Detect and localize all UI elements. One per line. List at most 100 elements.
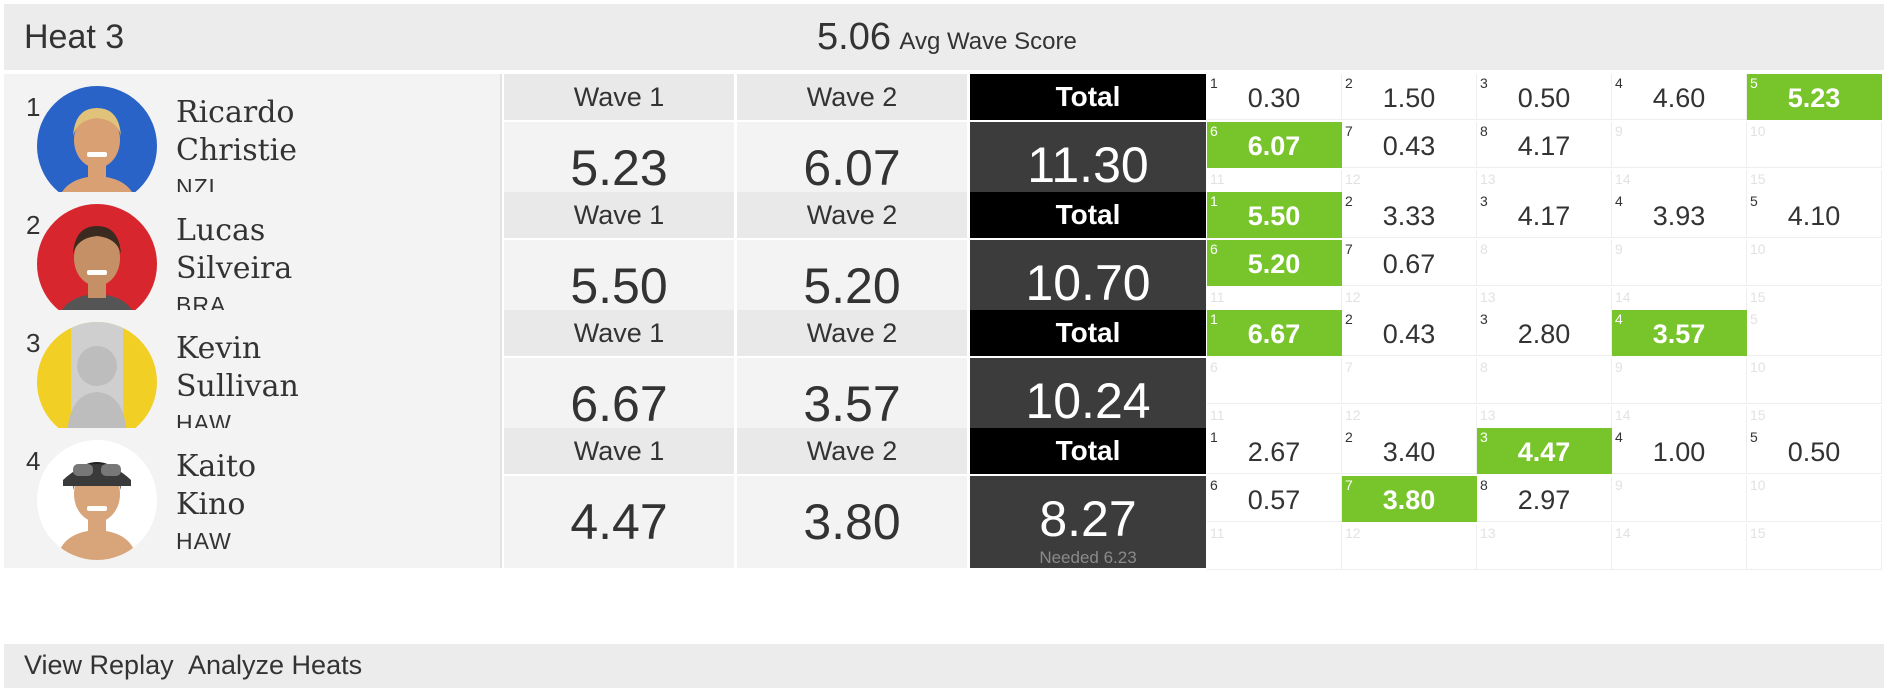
empty-wave-cell: 9 — [1612, 122, 1747, 168]
view-replay-link[interactable]: View Replay — [24, 650, 174, 680]
total-header: Total — [970, 310, 1206, 356]
wave-score: 1.00 — [1652, 437, 1706, 467]
avg-wave-score-label: Avg Wave Score — [899, 28, 1077, 55]
empty-wave-cell: 6 — [1207, 358, 1342, 404]
athlete-country: HAW — [176, 528, 232, 554]
empty-wave-cell: 9 — [1612, 476, 1747, 522]
athlete-first-name: Kaito — [176, 449, 257, 484]
wave-score: 2.80 — [1517, 319, 1571, 349]
wave-score-cell[interactable]: 8 4.17 — [1477, 122, 1612, 168]
athlete-name[interactable]: Kaito Kino — [176, 448, 256, 524]
empty-wave-cell: 9 — [1612, 240, 1747, 286]
wave1-header: Wave 1 — [504, 74, 734, 120]
wave-number: 13 — [1480, 407, 1496, 423]
wave-score: 5.20 — [1247, 249, 1301, 279]
wave-number: 5 — [1750, 193, 1758, 209]
athlete-name[interactable]: Kevin Sullivan — [176, 330, 299, 406]
athlete-row: 2 Lucas Silveira BRA Wave 1 Wave 2 5.50 5.20 Tot… — [4, 192, 1884, 334]
total-score: 10.24 — [1025, 373, 1151, 429]
wave-number: 12 — [1345, 289, 1361, 305]
wave-number: 6 — [1210, 241, 1218, 257]
wave-score: 4.10 — [1787, 201, 1841, 231]
avg-wave-score: 5.06 Avg Wave Score — [817, 16, 1077, 59]
wave-number: 14 — [1615, 407, 1631, 423]
wave-score-cell[interactable]: 3 0.50 — [1477, 74, 1612, 120]
wave-score-cell[interactable]: 3 2.80 — [1477, 310, 1612, 356]
heat-title: Heat 3 — [24, 18, 125, 56]
wave-score-cell[interactable]: 1 0.30 — [1207, 74, 1342, 120]
wave-score: 6.67 — [1247, 319, 1301, 349]
empty-wave-cell: 10 — [1747, 240, 1882, 286]
wave-number: 11 — [1210, 171, 1225, 187]
wave-number: 15 — [1750, 289, 1766, 305]
wave-score-cell[interactable]: 5 0.50 — [1747, 428, 1882, 474]
wave-number: 2 — [1345, 429, 1353, 445]
wave-score: 3.80 — [1382, 485, 1436, 515]
wave-number: 11 — [1210, 289, 1225, 305]
wave-score: 3.33 — [1382, 201, 1436, 231]
wave-score-cell[interactable]: 2 3.33 — [1342, 192, 1477, 238]
wave-number: 6 — [1210, 359, 1218, 375]
wave-score-cell[interactable]: 5 5.23 — [1747, 74, 1882, 120]
athlete-first-name: Ricardo — [176, 95, 295, 130]
wave-score-cell[interactable]: 3 4.47 — [1477, 428, 1612, 474]
athlete-row: 4 Kaito Kino HAW Wave 1 Wave 2 4.47 3.80 Total 8.… — [4, 428, 1884, 570]
wave-score: 3.40 — [1382, 437, 1436, 467]
athlete-name[interactable]: Ricardo Christie — [176, 94, 297, 170]
wave-number: 1 — [1210, 75, 1218, 91]
wave-number: 4 — [1615, 311, 1623, 327]
athlete-rank: 3 — [26, 328, 41, 358]
wave-score-cell[interactable]: 7 0.67 — [1342, 240, 1477, 286]
wave-number: 7 — [1345, 359, 1353, 375]
wave-score-grid: 1 6.67 2 0.43 3 2.80 4 3.57 5 6 7 8 9 10 11 12 13 14 15 — [1207, 310, 1884, 452]
athlete-last-name: Sullivan — [176, 369, 299, 404]
wave-number: 8 — [1480, 477, 1488, 493]
wave1-score: 4.47 — [504, 476, 734, 568]
athlete-last-name: Silveira — [176, 251, 293, 286]
wave-number: 3 — [1480, 311, 1488, 327]
analyze-heats-link[interactable]: Analyze Heats — [188, 650, 363, 680]
wave-score-cell[interactable]: 7 0.43 — [1342, 122, 1477, 168]
wave-number: 10 — [1750, 123, 1766, 139]
empty-wave-cell: 10 — [1747, 476, 1882, 522]
wave-score-grid: 1 5.50 2 3.33 3 4.17 4 3.93 5 4.10 6 5.20 7 0.67 8 9 10 1… — [1207, 192, 1884, 334]
wave-score: 5.23 — [1787, 83, 1841, 113]
athlete-avatar — [37, 204, 157, 324]
wave-number: 14 — [1615, 171, 1631, 187]
wave-number: 11 — [1210, 407, 1225, 423]
wave-score-cell[interactable]: 7 3.80 — [1342, 476, 1477, 522]
wave-number: 9 — [1615, 241, 1623, 257]
wave-score-grid: 1 2.67 2 3.40 3 4.47 4 1.00 5 0.50 6 0.57 7 3.80 8 2.97… — [1207, 428, 1884, 570]
total-header: Total — [970, 428, 1206, 474]
wave-score-cell[interactable]: 6 0.57 — [1207, 476, 1342, 522]
wave-score: 6.07 — [1247, 131, 1301, 161]
total-score: 8.27 — [1039, 491, 1137, 547]
wave-number: 1 — [1210, 193, 1218, 209]
wave-score: 2.97 — [1517, 485, 1571, 515]
wave-score-cell[interactable]: 6 5.20 — [1207, 240, 1342, 286]
empty-wave-cell: 5 — [1747, 310, 1882, 356]
wave1-header: Wave 1 — [504, 192, 734, 238]
wave-number: 4 — [1615, 429, 1623, 445]
wave-score-cell[interactable]: 1 2.67 — [1207, 428, 1342, 474]
wave-score-cell[interactable]: 5 4.10 — [1747, 192, 1882, 238]
empty-wave-cell: 10 — [1747, 358, 1882, 404]
wave-score-cell[interactable]: 4 3.57 — [1612, 310, 1747, 356]
wave-score-cell[interactable]: 3 4.17 — [1477, 192, 1612, 238]
silhouette-icon — [37, 322, 157, 442]
athlete-name[interactable]: Lucas Silveira — [176, 212, 292, 288]
wave-score-cell[interactable]: 4 4.60 — [1612, 74, 1747, 120]
wave-score-cell[interactable]: 6 6.07 — [1207, 122, 1342, 168]
wave-score: 0.67 — [1382, 249, 1436, 279]
wave-score-cell[interactable]: 4 1.00 — [1612, 428, 1747, 474]
wave-score-cell[interactable]: 1 6.67 — [1207, 310, 1342, 356]
wave-score-cell[interactable]: 2 1.50 — [1342, 74, 1477, 120]
wave-number: 7 — [1345, 477, 1353, 493]
wave-score-cell[interactable]: 2 0.43 — [1342, 310, 1477, 356]
wave-score-cell[interactable]: 8 2.97 — [1477, 476, 1612, 522]
wave-score-cell[interactable]: 2 3.40 — [1342, 428, 1477, 474]
wave-score-cell[interactable]: 1 5.50 — [1207, 192, 1342, 238]
wave-score: 4.17 — [1517, 201, 1571, 231]
wave-score-cell[interactable]: 4 3.93 — [1612, 192, 1747, 238]
wave-number: 9 — [1615, 123, 1623, 139]
